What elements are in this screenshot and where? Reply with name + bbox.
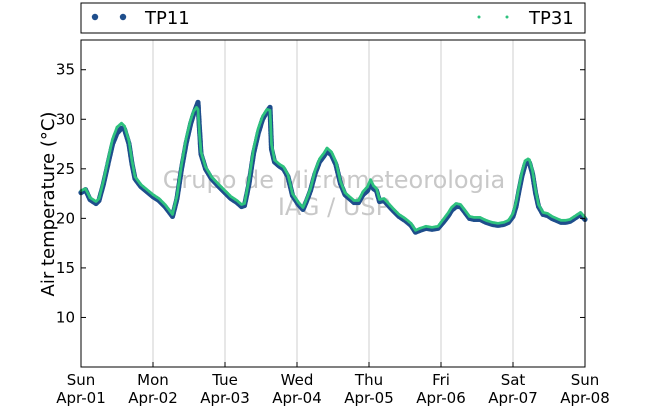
x-tick-label-date: Apr-02	[128, 389, 178, 407]
y-tick-label: 10	[56, 308, 75, 326]
y-tick-label: 25	[56, 160, 75, 178]
y-tick-label: 15	[56, 259, 75, 277]
plot-frame	[80, 39, 586, 368]
y-axis-title: Air temperature (°C)	[38, 112, 59, 297]
x-tick-label-day: Sun	[571, 371, 600, 389]
x-tick-label-date: Apr-01	[56, 389, 106, 407]
y-tick-label: 20	[56, 209, 75, 227]
x-tick-label-day: Thu	[354, 371, 383, 389]
axes: SunApr-01MonApr-02TueApr-03WedApr-04ThuA…	[56, 61, 610, 407]
legend-label-tp11: TP11	[144, 8, 190, 29]
x-tick-label-day: Wed	[281, 371, 314, 389]
legend: TP11 TP31	[80, 2, 586, 34]
x-tick-label-date: Apr-06	[416, 389, 466, 407]
x-tick-label-date: Apr-03	[200, 389, 250, 407]
x-tick-label-day: Sun	[67, 371, 96, 389]
legend-box	[80, 2, 586, 34]
x-tick-label-day: Tue	[211, 371, 238, 389]
x-tick-label-date: Apr-04	[272, 389, 322, 407]
watermark: Grupo de Micrometeorologia IAG / USP	[163, 166, 505, 221]
series-tp31	[79, 106, 587, 232]
x-tick-label-day: Mon	[137, 371, 169, 389]
series-layer	[78, 99, 588, 235]
y-tick-label: 30	[56, 110, 75, 128]
legend-marker-tp31	[505, 15, 509, 19]
x-tick-label-date: Apr-05	[344, 389, 394, 407]
legend-label-tp31: TP31	[528, 8, 574, 29]
legend-marker-tp11	[91, 13, 99, 21]
x-tick-label-day: Fri	[432, 371, 450, 389]
y-tick-label: 35	[56, 61, 75, 79]
legend-marker-tp11	[119, 13, 127, 21]
legend-marker-tp31	[477, 15, 481, 19]
x-tick-label-date: Apr-08	[560, 389, 610, 407]
x-tick-label-day: Sat	[501, 371, 526, 389]
x-tick-label-date: Apr-07	[488, 389, 538, 407]
